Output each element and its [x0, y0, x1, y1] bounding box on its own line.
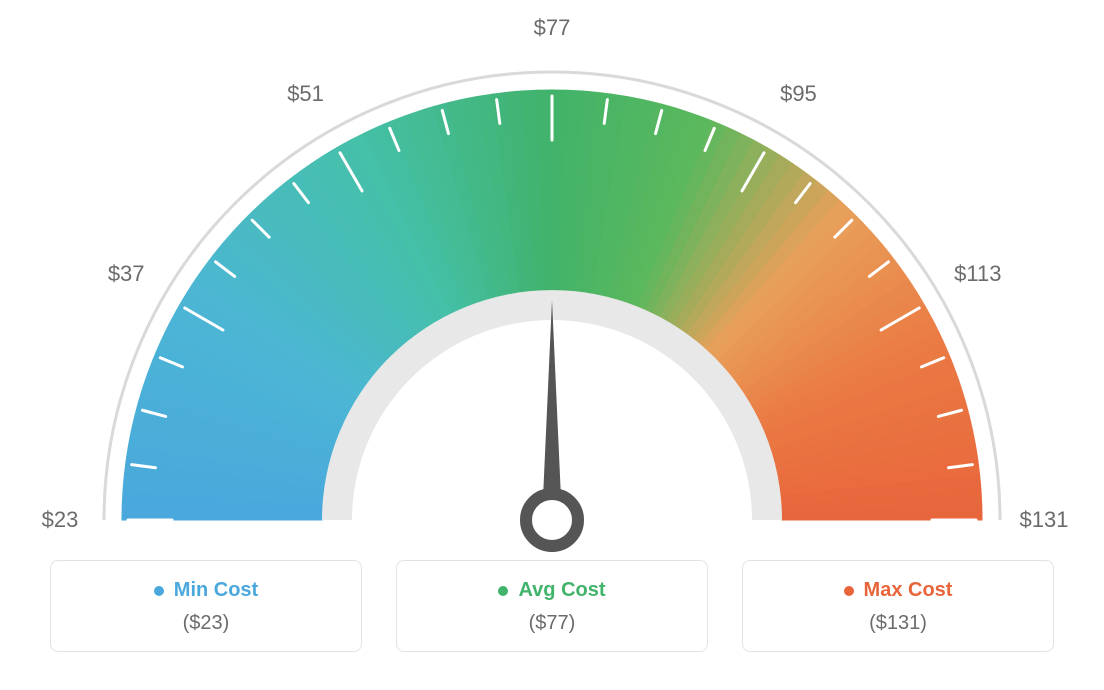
- legend-card-avg: Avg Cost ($77): [396, 560, 708, 652]
- legend-row: Min Cost ($23) Avg Cost ($77) Max Cost ($131): [0, 560, 1104, 672]
- gauge-tick-label: $113: [954, 261, 1001, 287]
- gauge-tick-label: $131: [1020, 507, 1069, 533]
- legend-dot-avg: [498, 586, 508, 596]
- legend-card-max: Max Cost ($131): [742, 560, 1054, 652]
- gauge-tick-label: $23: [42, 507, 79, 533]
- legend-title-avg: Avg Cost: [498, 579, 605, 602]
- gauge-needle-hub: [526, 494, 578, 546]
- gauge-chart: $23 $37 $51 $77 $95 $113 $131: [0, 0, 1104, 560]
- gauge-tick-label: $37: [108, 261, 145, 287]
- legend-label-avg: Avg Cost: [518, 579, 605, 602]
- legend-dot-min: [154, 586, 164, 596]
- gauge-needle: [542, 300, 562, 520]
- legend-value-avg: ($77): [397, 612, 707, 635]
- gauge-tick-label: $77: [534, 15, 571, 41]
- gauge-tick-label: $51: [287, 81, 324, 107]
- legend-label-max: Max Cost: [864, 579, 953, 602]
- legend-label-min: Min Cost: [174, 579, 258, 602]
- legend-title-max: Max Cost: [844, 579, 953, 602]
- legend-card-min: Min Cost ($23): [50, 560, 362, 652]
- legend-dot-max: [844, 586, 854, 596]
- legend-title-min: Min Cost: [154, 579, 258, 602]
- legend-value-min: ($23): [51, 612, 361, 635]
- gauge-svg: [0, 0, 1104, 560]
- gauge-tick-label: $95: [780, 81, 817, 107]
- legend-value-max: ($131): [743, 612, 1053, 635]
